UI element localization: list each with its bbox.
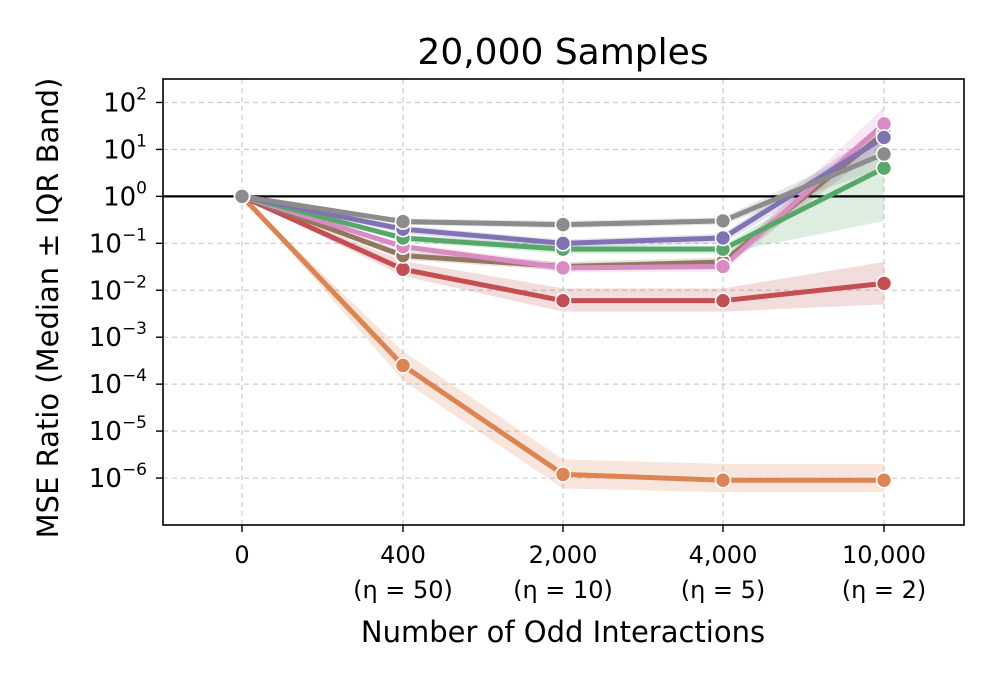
point-gray (875, 145, 893, 163)
x-axis-label: Number of Odd Interactions (361, 615, 765, 649)
point-purple (714, 229, 732, 247)
point-purple (554, 235, 572, 252)
y-tick-label: 102 (103, 84, 147, 118)
point-green (875, 159, 893, 177)
x-tick-sublabel: (η = 10) (513, 576, 613, 604)
point-gray (714, 212, 732, 230)
y-axis-label: MSE Ratio (Median ± IQR Band) (31, 78, 65, 539)
point-red (714, 292, 732, 309)
y-tick-label: 10−1 (89, 225, 147, 259)
x-tick-label: 0 (234, 541, 249, 569)
point-gray (394, 213, 412, 230)
point-orange (714, 471, 732, 489)
point-red (875, 275, 893, 292)
y-tick-label: 10−5 (89, 413, 147, 447)
y-tick-label: 10−6 (89, 460, 147, 494)
point-pink (875, 115, 893, 133)
point-red (554, 292, 572, 309)
x-tick-label: 400 (380, 541, 426, 569)
x-tick-label: 2,000 (529, 541, 598, 569)
point-gray (233, 188, 251, 205)
point-orange (554, 466, 572, 483)
point-red (394, 260, 412, 278)
y-tick-label: 10−2 (89, 272, 147, 306)
y-tick-label: 100 (103, 178, 147, 212)
x-tick-label: 4,000 (689, 541, 758, 569)
point-orange (875, 471, 893, 489)
point-pink (554, 259, 572, 277)
x-tick-label: 10,000 (842, 541, 926, 569)
series-markers (233, 115, 893, 489)
x-tick-sublabel: (η = 50) (353, 576, 453, 604)
point-gray (554, 216, 572, 233)
chart-title: 20,000 Samples (417, 32, 708, 73)
x-tick-sublabel: (η = 5) (681, 576, 766, 604)
y-tick-label: 10−4 (89, 366, 147, 400)
point-pink (714, 258, 732, 275)
y-axis: 102 101 100 10−1 10−2 10−3 10−4 10−5 10−6 (89, 84, 163, 494)
point-orange (394, 357, 412, 374)
x-axis: 0 400 (η = 50) 2,000 (η = 10) 4,000 (η = 5) 10,… (234, 525, 926, 604)
y-tick-label: 10−3 (89, 319, 147, 353)
point-purple (875, 129, 893, 146)
x-tick-sublabel: (η = 2) (842, 576, 927, 604)
y-tick-label: 101 (103, 131, 147, 165)
